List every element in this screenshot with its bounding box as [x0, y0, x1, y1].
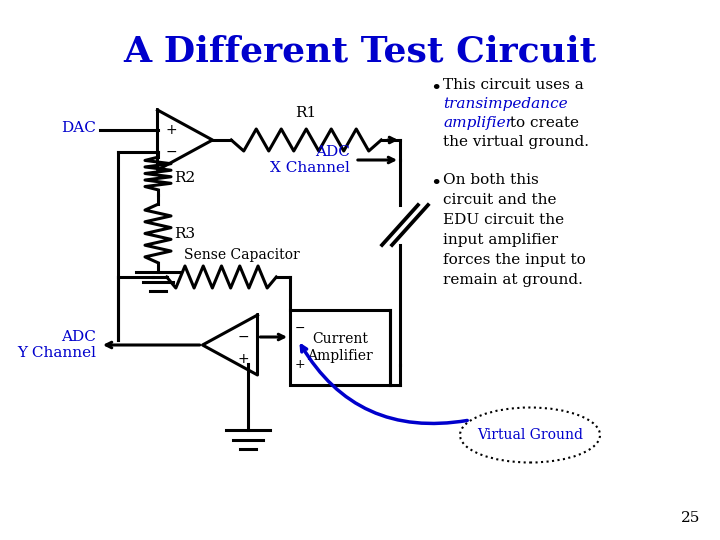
Text: input amplifier: input amplifier [443, 233, 558, 247]
Text: amplifier: amplifier [443, 116, 513, 130]
Text: −: − [238, 330, 250, 344]
Text: Current
Amplifier: Current Amplifier [307, 333, 373, 362]
Text: forces the input to: forces the input to [443, 253, 586, 267]
Text: −: − [295, 321, 305, 334]
Text: ADC
X Channel: ADC X Channel [270, 145, 350, 175]
Ellipse shape [460, 408, 600, 462]
Text: R2: R2 [174, 172, 195, 186]
Text: to create: to create [505, 116, 579, 130]
Text: transimpedance: transimpedance [443, 97, 567, 111]
Text: This circuit uses a: This circuit uses a [443, 78, 584, 92]
Text: EDU circuit the: EDU circuit the [443, 213, 564, 227]
Text: •: • [430, 80, 441, 98]
Text: Sense Capacitor: Sense Capacitor [184, 248, 300, 262]
Text: DAC: DAC [61, 121, 96, 135]
Text: +: + [238, 352, 250, 366]
Text: +: + [166, 123, 177, 137]
Bar [290, 310, 390, 385]
Text: •: • [430, 175, 441, 193]
Text: ADC
Y Channel: ADC Y Channel [17, 330, 96, 360]
Text: +: + [295, 357, 305, 370]
Text: −: − [166, 145, 177, 159]
Text: remain at ground.: remain at ground. [443, 273, 583, 287]
Text: R1: R1 [296, 106, 317, 120]
Text: Virtual Ground: Virtual Ground [477, 428, 583, 442]
Text: A Different Test Circuit: A Different Test Circuit [123, 35, 597, 69]
Text: On both this: On both this [443, 173, 539, 187]
Text: 25: 25 [680, 511, 700, 525]
Text: R3: R3 [174, 226, 195, 240]
Text: the virtual ground.: the virtual ground. [443, 135, 589, 149]
Text: circuit and the: circuit and the [443, 193, 557, 207]
